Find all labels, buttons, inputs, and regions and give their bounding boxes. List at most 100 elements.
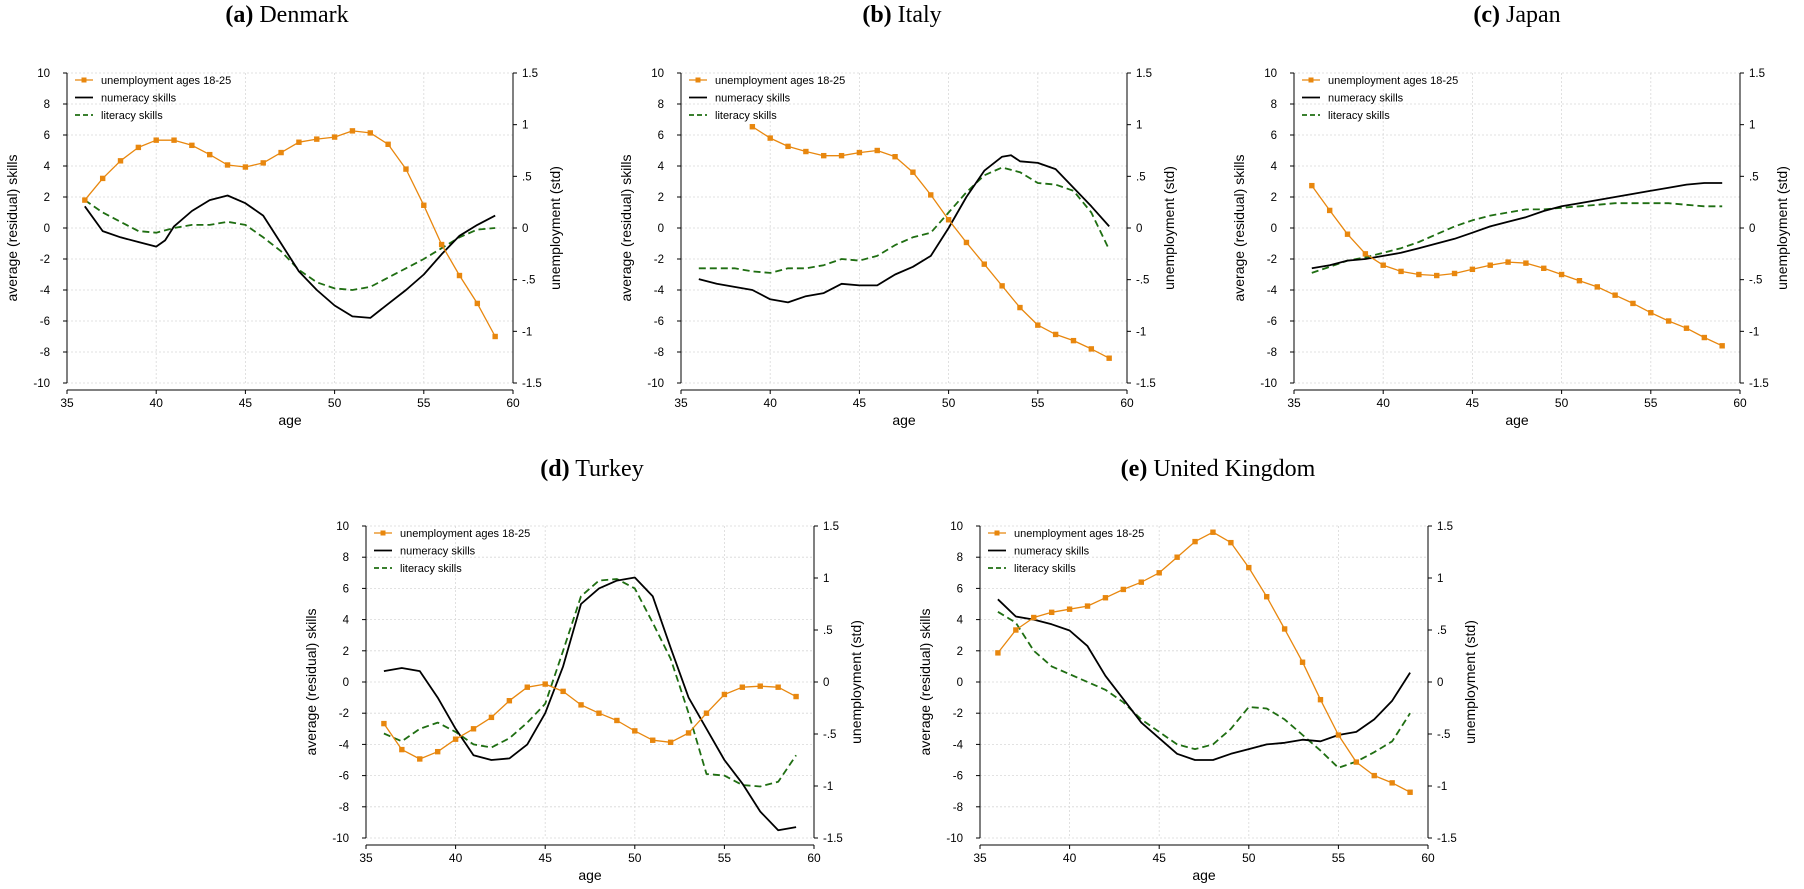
- legend-label-unemployment: unemployment ages 18-25: [715, 75, 845, 87]
- data-point-unemployment: [1052, 331, 1059, 338]
- data-point-unemployment: [995, 650, 1001, 656]
- y-tick-label: -6: [339, 771, 349, 783]
- data-point-unemployment: [492, 333, 498, 340]
- data-point-unemployment: [838, 152, 845, 159]
- y-tick-label: 8: [658, 99, 664, 111]
- data-point-unemployment: [1407, 789, 1413, 795]
- y2-tick-label: -1.5: [823, 833, 843, 845]
- y2-tick-label: 1: [1437, 573, 1443, 585]
- y2-tick-label: -1: [1136, 326, 1146, 338]
- panel-label: (a): [225, 2, 254, 28]
- y-tick-label: -6: [953, 771, 963, 783]
- y-axis-label: average (residual) skills: [1231, 154, 1247, 301]
- data-point-unemployment: [135, 144, 142, 151]
- data-point-unemployment: [596, 710, 602, 716]
- panel-label: (e): [1120, 456, 1148, 482]
- x-axis-label: age: [578, 867, 602, 883]
- series-numeracy-line: [84, 194, 496, 319]
- legend-marker: [81, 77, 87, 83]
- x-tick-label: 40: [764, 396, 778, 410]
- data-point-unemployment: [296, 139, 302, 145]
- data-point-unemployment: [207, 151, 213, 158]
- legend-label-unemployment: unemployment ages 18-25: [1014, 528, 1144, 540]
- legend-marker: [1308, 77, 1314, 83]
- panel-name: Denmark: [259, 2, 349, 28]
- y-tick-label: 8: [343, 552, 349, 564]
- y-tick-label: 2: [957, 646, 963, 658]
- data-point-unemployment: [1362, 251, 1369, 257]
- data-point-unemployment: [1299, 659, 1306, 665]
- chart-a: 35 40 45 50 55 60 -10 -8 -6 -4 -2 0 2 4 6 8 10 -1.5 -1 -.5 0…: [4, 68, 563, 428]
- panel-title-denmark: (a) Denmark: [225, 2, 348, 29]
- data-point-unemployment: [1210, 529, 1216, 535]
- data-point-unemployment: [470, 726, 477, 732]
- x-tick-label: 55: [1031, 396, 1045, 410]
- y-tick-label: 0: [1271, 223, 1277, 235]
- y-tick-label: 6: [343, 583, 349, 595]
- legend-label-literacy: literacy skills: [715, 110, 777, 122]
- y2-tick-label: .5: [823, 625, 833, 637]
- y-tick-label: 4: [957, 615, 964, 627]
- data-point-unemployment: [452, 736, 459, 742]
- y-tick-label: -6: [40, 316, 50, 328]
- y2-tick-label: 1: [522, 120, 528, 132]
- data-point-unemployment: [314, 136, 320, 142]
- y2-tick-label: -.5: [1136, 275, 1149, 287]
- data-point-unemployment: [1102, 595, 1109, 601]
- data-point-unemployment: [1541, 265, 1547, 271]
- series-unemployment-line: [1311, 185, 1723, 347]
- data-point-unemployment: [331, 134, 338, 140]
- x-tick-label: 35: [973, 851, 987, 865]
- y-tick-label: 6: [658, 130, 664, 142]
- y2-axis-label: unemployment (std): [1774, 166, 1790, 290]
- panel-title-italy: (b) Italy: [862, 2, 941, 29]
- data-point-unemployment: [981, 261, 987, 267]
- data-point-unemployment: [1281, 626, 1288, 632]
- data-point-unemployment: [488, 714, 495, 721]
- x-tick-label: 35: [359, 851, 373, 865]
- x-tick-label: 50: [942, 396, 956, 410]
- data-point-unemployment: [1344, 231, 1351, 237]
- x-tick-label: 45: [539, 851, 553, 865]
- y-tick-label: -8: [1267, 347, 1277, 359]
- y-tick-label: -6: [654, 316, 664, 328]
- data-point-unemployment: [1017, 304, 1023, 311]
- chart-c: 35 40 45 50 55 60 -10 -8 -6 -4 -2 0 2 4 6 8 10 -1.5 -1 -.5 0…: [1231, 68, 1790, 428]
- data-point-unemployment: [1326, 207, 1333, 214]
- x-tick-label: 60: [807, 851, 821, 865]
- y-tick-label: 10: [336, 521, 349, 533]
- y2-tick-label: .5: [1437, 625, 1447, 637]
- y-tick-label: 10: [950, 521, 963, 533]
- y-tick-label: 10: [37, 68, 50, 80]
- data-point-unemployment: [242, 164, 249, 170]
- y2-tick-label: -1: [1437, 781, 1447, 793]
- y-tick-label: -2: [654, 254, 664, 266]
- legend-label-unemployment: unemployment ages 18-25: [400, 528, 530, 540]
- x-tick-label: 35: [674, 396, 688, 410]
- data-point-unemployment: [757, 683, 763, 689]
- y-tick-label: -10: [647, 378, 664, 390]
- y-tick-label: 10: [1264, 68, 1277, 80]
- x-tick-label: 40: [1063, 851, 1077, 865]
- y2-tick-label: -1.5: [1437, 833, 1457, 845]
- y-tick-label: -8: [654, 347, 664, 359]
- y2-tick-label: .5: [1749, 171, 1759, 183]
- data-point-unemployment: [1434, 272, 1440, 279]
- y2-tick-label: -1: [522, 326, 532, 338]
- data-point-unemployment: [793, 693, 799, 700]
- y-tick-label: -4: [953, 739, 964, 751]
- x-tick-label: 60: [1733, 396, 1747, 410]
- y-tick-label: 6: [957, 583, 963, 595]
- legend-label-literacy: literacy skills: [1328, 110, 1390, 122]
- data-point-unemployment: [1048, 609, 1055, 616]
- x-tick-label: 50: [628, 851, 642, 865]
- data-point-unemployment: [1380, 262, 1386, 268]
- data-point-unemployment: [1246, 564, 1252, 571]
- data-point-unemployment: [1505, 259, 1511, 265]
- y-tick-label: 2: [44, 192, 50, 204]
- data-point-unemployment: [1416, 271, 1422, 278]
- legend-marker: [380, 530, 386, 536]
- y2-tick-label: -.5: [1749, 275, 1762, 287]
- data-point-unemployment: [1031, 614, 1037, 621]
- legend-label-numeracy: numeracy skills: [101, 93, 177, 105]
